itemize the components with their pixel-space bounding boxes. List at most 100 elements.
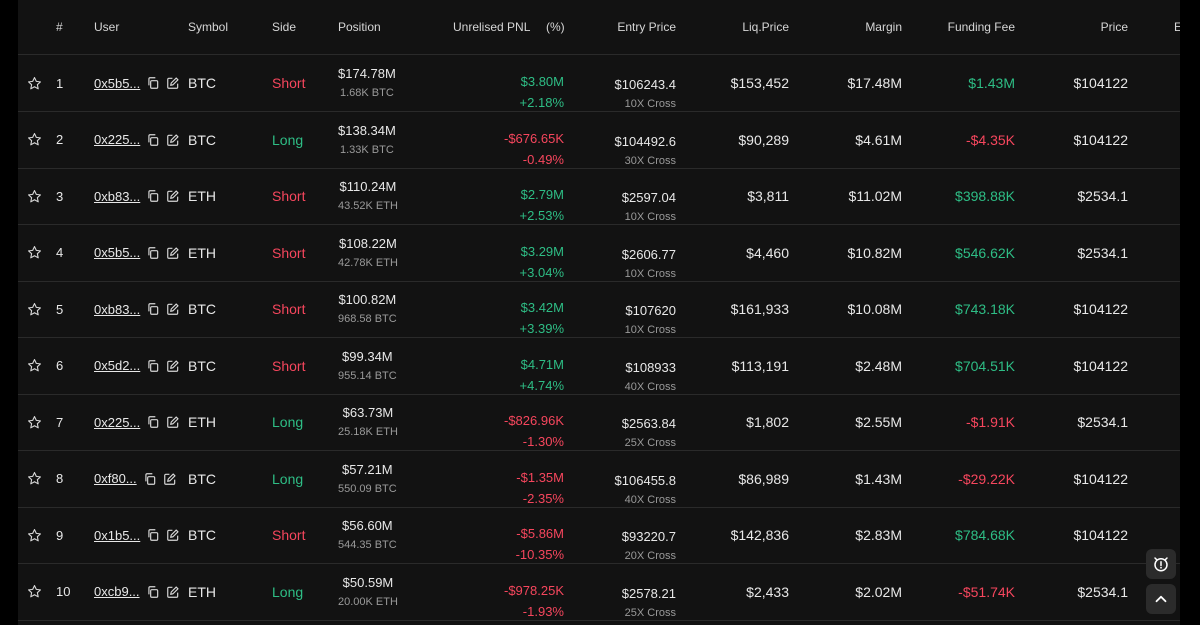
side: Short	[272, 357, 306, 374]
rank: 9	[56, 527, 64, 543]
header-extra: E	[1174, 20, 1180, 34]
edit-note-button[interactable]	[163, 472, 177, 486]
user-address-link[interactable]: 0x225...	[94, 132, 141, 147]
liq-price: $3,811	[747, 188, 789, 204]
header-margin: Margin	[865, 20, 902, 34]
edit-icon	[167, 303, 179, 315]
edit-icon	[167, 190, 179, 202]
favorite-button[interactable]	[27, 507, 42, 563]
edit-note-button[interactable]	[166, 585, 180, 599]
edit-note-button[interactable]	[166, 302, 180, 316]
edit-note-button[interactable]	[166, 415, 180, 429]
copy-icon	[148, 359, 159, 372]
table-row[interactable]: 4 0x5b5... ETH Short $108.22M 42.78K ETH $3.29…	[18, 225, 1180, 282]
user-address-link[interactable]: 0x225...	[94, 414, 141, 430]
table-row[interactable]: 7 0x225... ETH Long $63.73M 25.18K ETH -$826.9…	[18, 394, 1180, 451]
user-address-link[interactable]: 0xb83...	[94, 188, 141, 204]
edit-note-button[interactable]	[166, 528, 180, 542]
table-row[interactable]: 10 0xcb9... ETH Long $50.59M 20.00K ETH -$978.…	[18, 564, 1180, 621]
edit-note-button[interactable]	[166, 76, 180, 90]
header-liq-price: Liq.Price	[742, 20, 789, 34]
edit-icon	[167, 133, 179, 146]
mark-price: $2534.1	[1077, 244, 1128, 261]
favorite-button[interactable]	[27, 281, 42, 337]
symbol: ETH	[188, 414, 216, 430]
margin: $2.83M	[855, 527, 902, 543]
pnl-value: -$676.65K	[504, 130, 564, 146]
favorite-button[interactable]	[27, 55, 42, 111]
favorite-button[interactable]	[27, 225, 42, 281]
user-address-link[interactable]: 0xf80...	[94, 471, 137, 486]
copy-address-button[interactable]	[146, 246, 160, 260]
edit-note-button[interactable]	[166, 359, 180, 373]
pnl-value: $3.29M	[520, 243, 564, 259]
edit-icon	[167, 77, 179, 89]
table-row[interactable]: 6 0x5d2... BTC Short $99.34M 955.14 BTC $4.71M…	[18, 338, 1180, 395]
user-address-link[interactable]: 0xb83...	[94, 301, 141, 317]
copy-address-button[interactable]	[146, 528, 160, 542]
user-cell: 0xb83...	[94, 168, 180, 224]
user-cell: 0x225...	[94, 394, 180, 450]
copy-address-button[interactable]	[146, 359, 160, 373]
rank: 6	[56, 358, 64, 373]
favorite-button[interactable]	[27, 112, 42, 168]
pnl-value: $3.80M	[520, 74, 564, 89]
edit-note-button[interactable]	[166, 246, 180, 260]
favorite-button[interactable]	[27, 394, 42, 450]
user-address-link[interactable]: 0x5d2...	[94, 358, 141, 373]
mark-price: $104122	[1073, 131, 1128, 148]
liq-price: $142,836	[730, 527, 789, 543]
user-address-link[interactable]: 0xcb9...	[94, 584, 140, 599]
leverage: 20X Cross	[624, 550, 676, 562]
user-address-link[interactable]: 0x5b5...	[94, 75, 141, 91]
liq-price: $1,802	[746, 414, 789, 430]
favorite-button[interactable]	[27, 564, 42, 620]
side: Long	[272, 470, 304, 487]
favorite-button[interactable]	[27, 338, 42, 394]
star-icon	[28, 133, 41, 146]
table-row[interactable]: 1 0x5b5... BTC Short $174.78M 1.68K BTC $3.80M…	[18, 55, 1180, 112]
mark-price: $2534.1	[1077, 583, 1128, 600]
table-row[interactable]: 8 0xf80... BTC Long $57.21M 550.09 BTC -$1.35M…	[18, 451, 1180, 508]
margin: $1.43M	[855, 470, 902, 487]
margin: $17.48M	[847, 75, 902, 91]
favorite-button[interactable]	[27, 451, 42, 507]
copy-address-button[interactable]	[146, 76, 160, 90]
scroll-top-button[interactable]	[1146, 584, 1176, 614]
mark-price: $104122	[1073, 527, 1128, 543]
table-row[interactable]: 5 0xb83... BTC Short $100.82M 968.58 BTC $3.42…	[18, 281, 1180, 338]
pnl-value: $4.71M	[520, 356, 564, 372]
copy-address-button[interactable]	[146, 585, 160, 599]
edit-note-button[interactable]	[166, 133, 180, 147]
edit-note-button[interactable]	[166, 189, 180, 203]
side: Short	[272, 244, 306, 261]
table-row[interactable]: 9 0x1b5... BTC Short $56.60M 544.35 BTC -$5.86…	[18, 507, 1180, 564]
favorite-button[interactable]	[27, 168, 42, 224]
copy-address-button[interactable]	[146, 133, 160, 147]
copy-address-button[interactable]	[143, 472, 157, 486]
edit-icon	[167, 416, 179, 428]
pnl-cell: $3.80M +2.18%	[520, 55, 564, 111]
leverage: 40X Cross	[624, 380, 676, 393]
position-value: $108.22M	[339, 235, 397, 251]
header-symbol: Symbol	[188, 20, 229, 34]
position-cell: $50.59M 20.00K ETH	[338, 564, 398, 620]
star-icon	[28, 359, 41, 372]
star-icon	[28, 415, 41, 428]
table-row[interactable]: 3 0xb83... ETH Short $110.24M 43.52K ETH $2.79…	[18, 168, 1180, 225]
pnl-cell: $3.29M +3.04%	[520, 225, 564, 281]
table-row[interactable]: 2 0x225... BTC Long $138.34M 1.33K BTC -$676.6…	[18, 112, 1180, 169]
edit-icon	[167, 246, 179, 259]
user-address-link[interactable]: 0x1b5...	[94, 527, 141, 543]
position-cell: $108.22M 42.78K ETH	[338, 225, 398, 281]
rank: 8	[56, 471, 64, 486]
alert-button[interactable]	[1146, 549, 1176, 579]
side: Short	[272, 75, 306, 91]
copy-address-button[interactable]	[146, 415, 160, 429]
position-value: $110.24M	[339, 179, 397, 194]
copy-address-button[interactable]	[146, 189, 160, 203]
user-address-link[interactable]: 0x5b5...	[94, 245, 141, 260]
copy-address-button[interactable]	[146, 302, 160, 316]
rank: 3	[56, 188, 64, 204]
header-unrealised-pnl: Unrelised PNL	[453, 20, 531, 34]
